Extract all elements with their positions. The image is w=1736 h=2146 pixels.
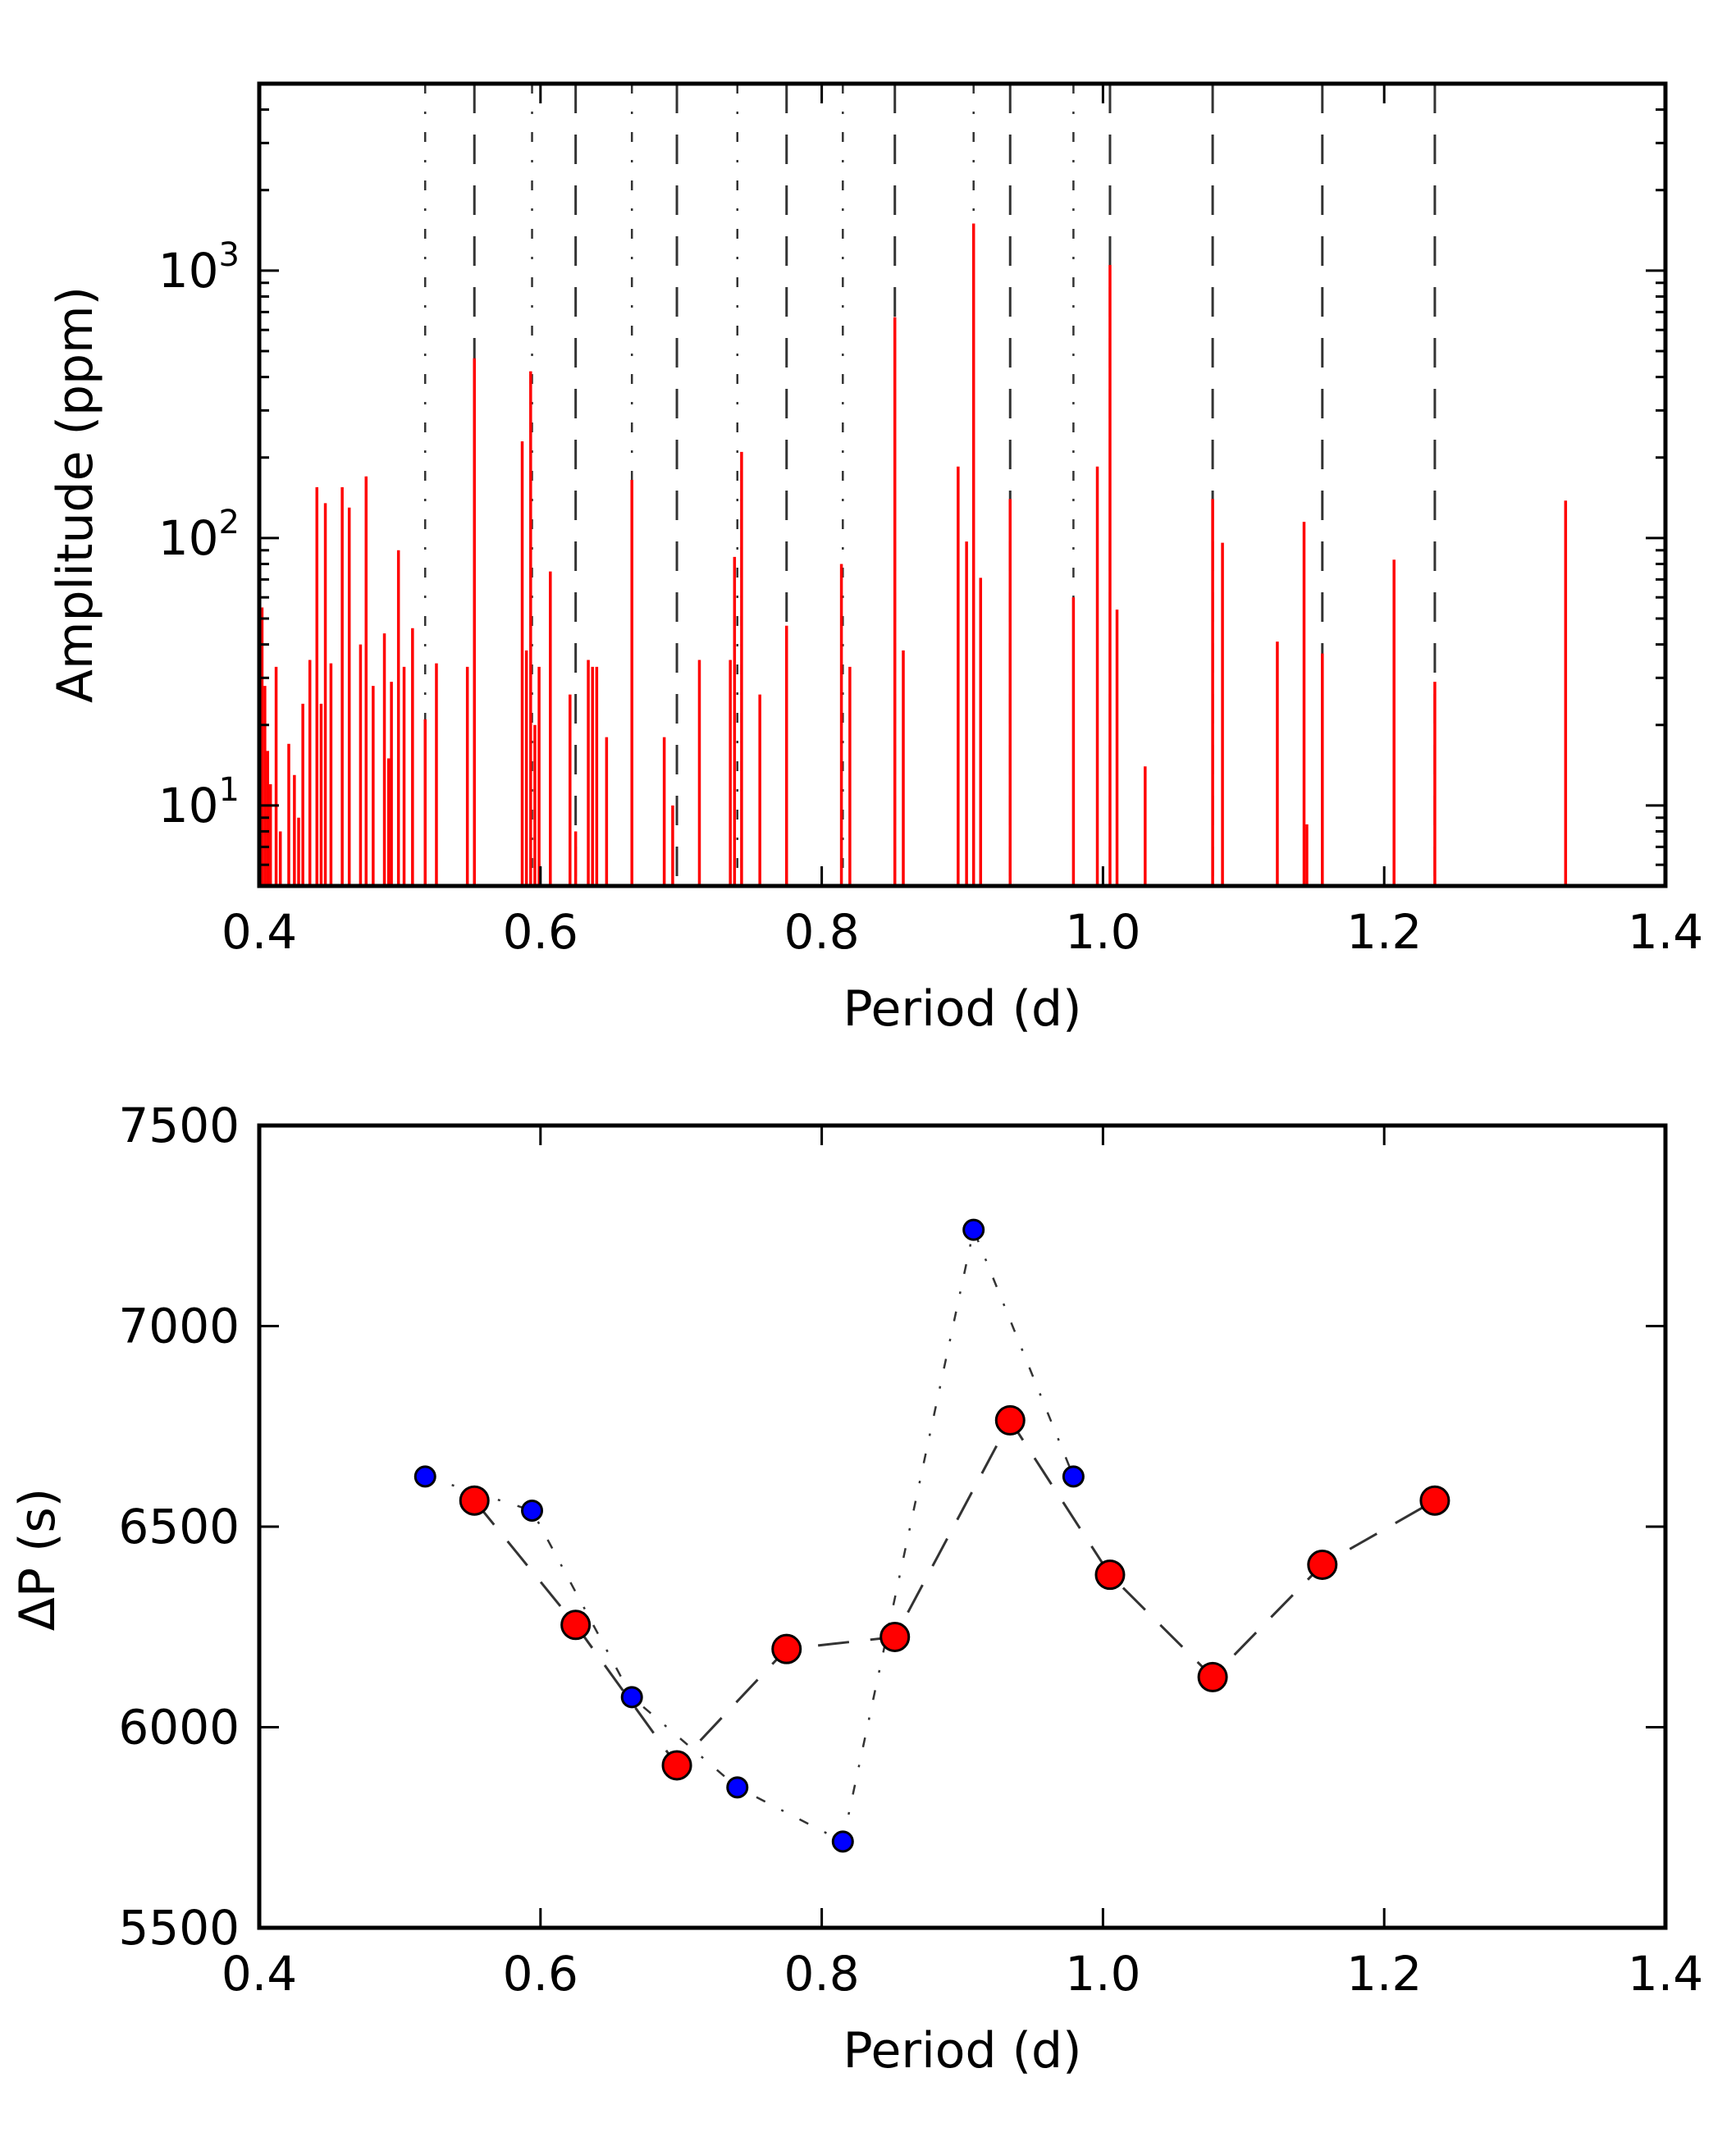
x-tick-label: 0.4	[222, 1946, 297, 2002]
y-tick-label: 7500	[118, 1098, 240, 1153]
blue-series-line	[424, 1226, 1075, 1843]
x-tick-label: 0.6	[503, 904, 578, 960]
blue-point	[831, 1830, 854, 1853]
blue-point	[521, 1499, 544, 1522]
mode-guide-lines	[424, 84, 1437, 886]
top-y-tick-labels: 101 102 103	[158, 236, 240, 833]
red-series-line	[473, 1418, 1436, 1768]
red-point	[1419, 1485, 1450, 1516]
top-y-axis-label: Amplitude (ppm)	[47, 286, 104, 703]
y-tick-label: 102	[158, 504, 240, 566]
bottom-x-tick-labels: 0.4 0.6 0.8 1.0 1.2 1.4	[222, 1946, 1703, 2002]
x-tick-label: 1.4	[1628, 1946, 1703, 2002]
y-tick-label: 103	[158, 236, 240, 299]
spectrum-bars	[260, 223, 1568, 886]
x-tick-label: 1.4	[1628, 904, 1703, 960]
blue-point	[962, 1218, 985, 1241]
bottom-y-axis-label: ΔP (s)	[9, 1488, 66, 1631]
red-point	[1307, 1549, 1338, 1580]
bottom-x-axis-label: Period (d)	[843, 2022, 1081, 2080]
red-point	[994, 1404, 1026, 1436]
red-point	[1197, 1661, 1228, 1692]
top-x-axis-label: Period (d)	[843, 980, 1081, 1038]
blue-point	[1062, 1465, 1085, 1488]
blue-point	[413, 1465, 436, 1488]
red-point	[1094, 1559, 1126, 1591]
y-tick-label: 7000	[118, 1299, 240, 1354]
x-tick-label: 1.2	[1346, 904, 1422, 960]
red-point	[661, 1750, 692, 1781]
x-tick-label: 0.6	[503, 1946, 578, 2002]
top-x-tick-labels: 0.4 0.6 0.8 1.0 1.2 1.4	[222, 904, 1703, 960]
x-tick-label: 0.8	[783, 904, 859, 960]
y-tick-label: 5500	[118, 1900, 240, 1956]
y-tick-label: 101	[158, 771, 240, 833]
y-tick-label: 6500	[118, 1499, 240, 1555]
x-tick-label: 1.0	[1065, 1946, 1140, 2002]
period-spacing-panel: 0.4 0.6 0.8 1.0 1.2 1.4 55006000650070007500 …	[9, 1098, 1703, 2080]
blue-point	[620, 1686, 643, 1709]
y-tick-label: 6000	[118, 1700, 240, 1756]
red-point	[879, 1621, 911, 1652]
bottom-axis-ticks	[258, 1124, 1667, 1929]
x-tick-label: 1.0	[1065, 904, 1140, 960]
top-plot-frame	[257, 81, 1668, 888]
bottom-y-tick-labels: 5500 6000 6500 7000 7500	[118, 1098, 240, 1956]
top-axis-ticks	[258, 82, 1667, 888]
blue-point	[726, 1776, 749, 1799]
series-guide-lines	[424, 1226, 1436, 1843]
red-point	[459, 1485, 490, 1516]
bottom-plot-frame	[257, 1123, 1668, 1930]
series-markers	[413, 1218, 1450, 1853]
x-tick-label: 1.2	[1346, 1946, 1422, 2002]
x-tick-label: 0.8	[783, 1946, 859, 2002]
red-point	[560, 1610, 592, 1641]
red-point	[771, 1633, 802, 1664]
x-tick-label: 0.4	[222, 904, 297, 960]
